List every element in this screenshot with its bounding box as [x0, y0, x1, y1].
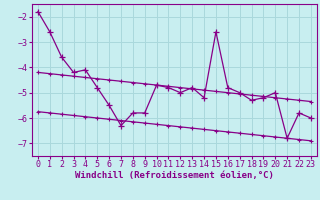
X-axis label: Windchill (Refroidissement éolien,°C): Windchill (Refroidissement éolien,°C)	[75, 171, 274, 180]
